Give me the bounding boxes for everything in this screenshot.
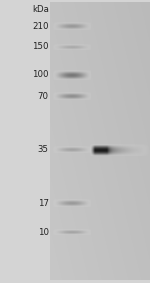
- Text: 150: 150: [32, 42, 49, 51]
- Text: 100: 100: [32, 70, 49, 80]
- Text: kDa: kDa: [32, 5, 49, 14]
- Text: 70: 70: [38, 92, 49, 101]
- Text: 210: 210: [32, 22, 49, 31]
- Text: 10: 10: [38, 228, 49, 237]
- Text: 35: 35: [38, 145, 49, 155]
- Text: 17: 17: [38, 199, 49, 208]
